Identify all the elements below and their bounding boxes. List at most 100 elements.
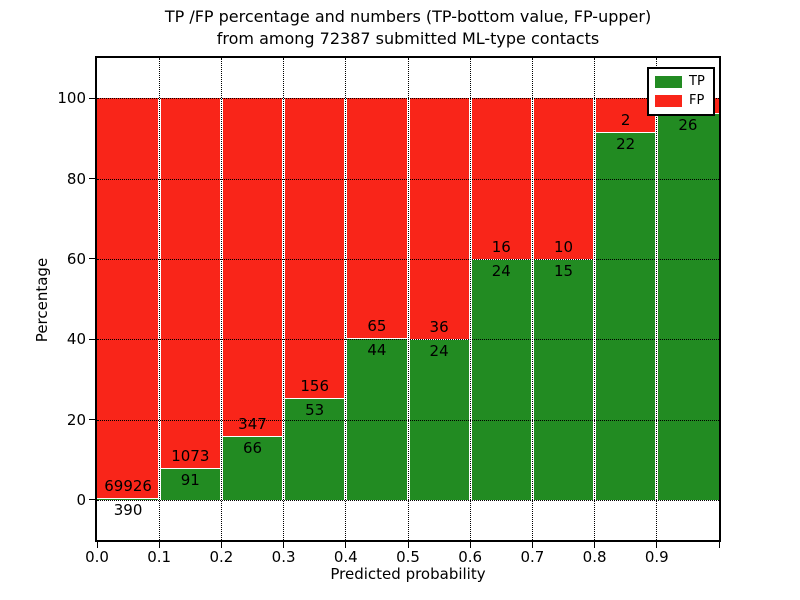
legend: TP FP — [647, 67, 715, 116]
gridline-v-dots — [656, 58, 658, 540]
tp-green-swatch-icon — [655, 75, 682, 88]
legend-item-fp: FP — [649, 91, 713, 110]
chart-title-line2: from among 72387 submitted ML-type conta… — [216, 29, 600, 48]
gridline-h — [97, 258, 719, 260]
x-tick-mark — [283, 542, 285, 548]
x-axis-label: Predicted probability — [330, 565, 486, 583]
gridline-v-dots — [594, 58, 596, 540]
x-tick-mark — [158, 542, 160, 548]
bar-tp-count-label: 53 — [305, 400, 325, 419]
bar-tp-segment — [470, 258, 533, 500]
bar-tp-segment — [532, 258, 595, 500]
x-tick-mark — [220, 542, 222, 548]
x-tick-label: 0.9 — [644, 548, 669, 566]
bar-fp-count-label: 1073 — [171, 447, 210, 466]
bar-tp-count-label: 390 — [113, 500, 143, 519]
x-tick-label: 0.6 — [458, 548, 483, 566]
bar-fp-count-label: 10 — [553, 237, 574, 256]
y-tick-label: 0 — [76, 490, 86, 509]
bar-fp-segment — [159, 98, 222, 469]
gridline-v — [344, 58, 348, 540]
bar-tp-segment — [283, 397, 346, 500]
y-tick-mark — [89, 97, 95, 99]
y-tick-mark — [89, 338, 95, 340]
gridline-h — [97, 419, 719, 421]
bar-tp-count-label: 26 — [678, 116, 698, 135]
bar-tp-segment — [221, 435, 284, 500]
bar-tp-count-label: 15 — [553, 261, 574, 280]
gridline-v — [157, 58, 161, 540]
gridline-v-dots — [220, 58, 222, 540]
bar-fp-segment — [408, 98, 471, 340]
x-tick-mark — [594, 542, 596, 548]
bar-fp-segment — [221, 98, 284, 436]
x-tick-mark — [656, 542, 658, 548]
bar-fp-segment — [283, 98, 346, 398]
gridline-v — [655, 58, 659, 540]
y-tick-label: 40 — [66, 330, 86, 349]
y-tick-mark — [89, 258, 95, 260]
gridline-v-dots — [345, 58, 347, 540]
bar-tp-count-label: 22 — [616, 134, 636, 153]
bar-fp-count-label: 156 — [300, 376, 329, 395]
bar-tp-count-label: 91 — [180, 471, 200, 490]
bar-tp-segment — [159, 468, 222, 500]
bar-tp-segment — [97, 497, 160, 500]
bar-tp-segment — [345, 337, 408, 500]
gridline-v — [406, 58, 410, 540]
bar-fp-count-label: 36 — [429, 318, 449, 337]
x-tick-label: 0.2 — [209, 548, 234, 566]
legend-label-tp: TP — [689, 74, 705, 89]
bar-fp-segment — [594, 98, 657, 132]
y-axis-label: Percentage — [33, 257, 51, 343]
gridline-h — [97, 178, 719, 180]
gridline-v-dots — [469, 58, 471, 540]
x-tick-label: 0.8 — [582, 548, 607, 566]
bar-fp-count-label: 2 — [620, 110, 631, 129]
y-tick-mark — [89, 499, 95, 501]
legend-label-fp: FP — [689, 93, 705, 108]
x-tick-label: 0.5 — [396, 548, 420, 566]
bar-tp-segment — [594, 131, 657, 500]
bar-tp-count-label: 24 — [429, 342, 449, 361]
x-tick-label: 0.1 — [147, 548, 172, 566]
gridline-v-dots — [531, 58, 533, 540]
gridline-v — [219, 58, 223, 540]
chart-title: TP /FP percentage and numbers (TP-bottom… — [97, 6, 719, 50]
gridline-v-dots — [407, 58, 409, 540]
bar-fp-count-label: 16 — [491, 237, 511, 256]
x-tick-mark — [345, 542, 347, 548]
x-tick-label: 0.0 — [85, 548, 109, 566]
x-tick-mark — [718, 542, 720, 548]
y-tick-label: 100 — [57, 89, 86, 108]
gridline-v-dots — [158, 58, 160, 540]
gridline-v-dots — [283, 58, 285, 540]
bar-fp-segment — [532, 98, 595, 259]
gridline-v — [468, 58, 472, 540]
fp-red-swatch-icon — [655, 94, 682, 107]
bar-fp-segment — [97, 98, 160, 498]
y-tick-label: 20 — [66, 410, 86, 429]
gridline-h — [97, 339, 719, 341]
y-tick-label: 60 — [66, 249, 86, 268]
y-tick-mark — [89, 178, 95, 179]
x-tick-mark — [531, 542, 533, 548]
x-tick-mark — [407, 542, 409, 548]
x-tick-mark — [96, 542, 98, 548]
bar-tp-segment — [656, 113, 719, 500]
gridline-v — [530, 58, 534, 540]
bar-fp-segment — [470, 98, 533, 259]
gridline-v — [593, 58, 597, 540]
chart-title-line1: TP /FP percentage and numbers (TP-bottom… — [164, 7, 652, 26]
bar-fp-count-label: 65 — [367, 316, 387, 335]
legend-item-tp: TP — [649, 72, 713, 91]
y-tick-mark — [89, 419, 95, 420]
bar-tp-segment — [408, 339, 471, 500]
x-tick-label: 0.7 — [520, 548, 545, 566]
bar-tp-count-label: 66 — [242, 438, 263, 457]
x-tick-label: 0.4 — [333, 548, 358, 566]
bar-fp-count-label: 347 — [238, 414, 267, 433]
bar-fp-segment — [345, 98, 408, 338]
x-tick-mark — [469, 542, 471, 548]
